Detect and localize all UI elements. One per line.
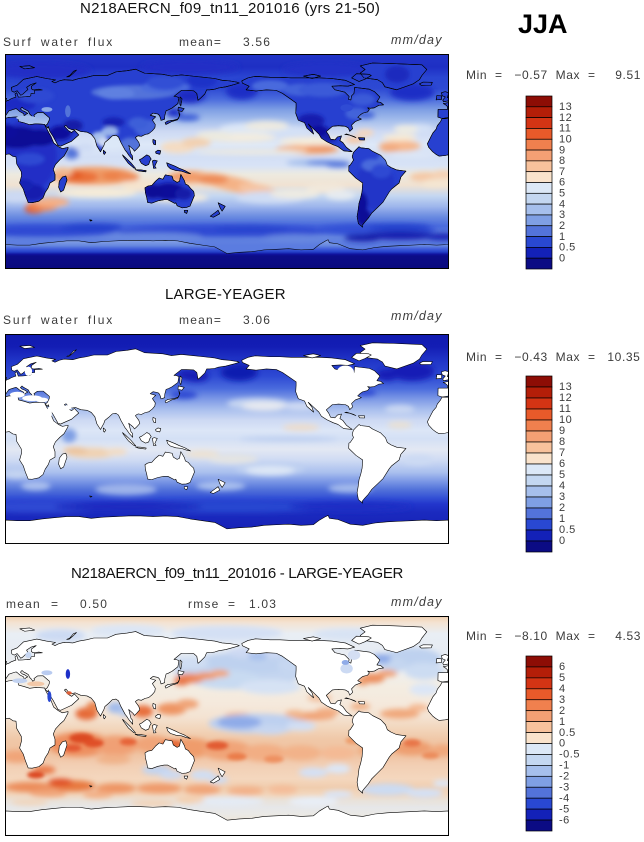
svg-text:11: 11	[559, 403, 571, 415]
svg-text:0.5: 0.5	[559, 524, 576, 536]
svg-text:7: 7	[559, 166, 566, 178]
svg-text:10: 10	[559, 134, 572, 146]
svg-text:11: 11	[559, 123, 571, 135]
svg-text:3: 3	[559, 694, 566, 706]
svg-text:-3: -3	[559, 781, 570, 793]
svg-text:13: 13	[559, 381, 572, 393]
svg-text:12: 12	[559, 392, 572, 404]
svg-text:3: 3	[559, 209, 566, 221]
svg-text:4: 4	[559, 683, 566, 695]
svg-text:2: 2	[559, 220, 566, 232]
svg-text:6: 6	[559, 458, 566, 470]
svg-text:4: 4	[559, 198, 566, 210]
svg-text:0: 0	[559, 738, 566, 750]
svg-text:-4: -4	[559, 792, 570, 804]
svg-text:-5: -5	[559, 803, 570, 815]
svg-text:9: 9	[559, 425, 566, 437]
svg-text:5: 5	[559, 672, 566, 684]
svg-text:0.5: 0.5	[559, 727, 576, 739]
svg-text:7: 7	[559, 447, 566, 459]
svg-text:6: 6	[559, 661, 566, 673]
svg-text:12: 12	[559, 112, 572, 124]
svg-text:5: 5	[559, 188, 566, 200]
svg-text:2: 2	[559, 705, 566, 717]
svg-text:1: 1	[559, 513, 566, 525]
svg-text:2: 2	[559, 502, 566, 514]
svg-text:8: 8	[559, 436, 566, 448]
svg-text:0: 0	[559, 535, 566, 547]
svg-text:9: 9	[559, 144, 566, 156]
svg-text:-2: -2	[559, 771, 570, 783]
svg-text:0: 0	[559, 252, 566, 264]
svg-text:3: 3	[559, 491, 566, 503]
svg-text:-1: -1	[559, 760, 570, 772]
svg-text:1: 1	[559, 231, 566, 243]
svg-text:8: 8	[559, 155, 566, 167]
svg-text:4: 4	[559, 480, 566, 492]
svg-text:6: 6	[559, 177, 566, 189]
svg-text:13: 13	[559, 101, 572, 113]
svg-text:0.5: 0.5	[559, 242, 576, 254]
svg-text:-0.5: -0.5	[559, 749, 580, 761]
svg-text:-6: -6	[559, 814, 570, 826]
svg-text:5: 5	[559, 469, 566, 481]
svg-text:10: 10	[559, 414, 572, 426]
svg-text:1: 1	[559, 716, 566, 728]
